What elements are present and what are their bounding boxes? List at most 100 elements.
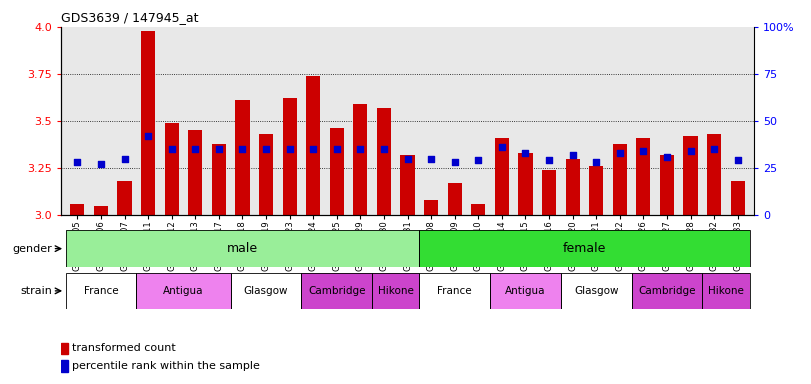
- Bar: [61, 360, 68, 372]
- Text: female: female: [563, 242, 606, 255]
- Point: [708, 146, 721, 152]
- Bar: [419, 230, 749, 267]
- Bar: [518, 153, 533, 215]
- Bar: [490, 273, 561, 309]
- Text: France: France: [437, 286, 472, 296]
- Text: Antigua: Antigua: [163, 286, 204, 296]
- Bar: [66, 273, 136, 309]
- Text: male: male: [227, 242, 258, 255]
- Bar: [471, 204, 485, 215]
- Point: [425, 156, 438, 162]
- Bar: [613, 144, 627, 215]
- Text: strain: strain: [20, 286, 52, 296]
- Point: [566, 152, 579, 158]
- Bar: [561, 273, 632, 309]
- Bar: [230, 273, 302, 309]
- Bar: [542, 170, 556, 215]
- Point: [212, 146, 225, 152]
- Point: [590, 159, 603, 166]
- Point: [401, 156, 414, 162]
- Point: [94, 161, 107, 167]
- Text: Cambridge: Cambridge: [638, 286, 696, 296]
- Point: [660, 154, 673, 160]
- Bar: [377, 108, 391, 215]
- Bar: [632, 273, 702, 309]
- Point: [377, 146, 390, 152]
- Bar: [212, 144, 226, 215]
- Point: [330, 146, 343, 152]
- Bar: [372, 273, 419, 309]
- Bar: [118, 181, 131, 215]
- Text: Glasgow: Glasgow: [574, 286, 619, 296]
- Point: [448, 159, 461, 166]
- Text: percentile rank within the sample: percentile rank within the sample: [72, 361, 260, 371]
- Text: France: France: [84, 286, 118, 296]
- Bar: [707, 134, 721, 215]
- Bar: [660, 155, 674, 215]
- Point: [307, 146, 320, 152]
- Text: Hikone: Hikone: [708, 286, 744, 296]
- Bar: [66, 273, 136, 309]
- Point: [732, 157, 744, 164]
- Bar: [561, 273, 632, 309]
- Bar: [71, 204, 84, 215]
- Point: [142, 133, 155, 139]
- Bar: [589, 166, 603, 215]
- Text: GDS3639 / 147945_at: GDS3639 / 147945_at: [61, 11, 199, 24]
- Point: [118, 156, 131, 162]
- Bar: [235, 100, 250, 215]
- Point: [637, 148, 650, 154]
- Point: [71, 159, 84, 166]
- Bar: [61, 343, 68, 354]
- Bar: [354, 104, 367, 215]
- Bar: [401, 155, 414, 215]
- Bar: [419, 273, 490, 309]
- Bar: [94, 206, 108, 215]
- Bar: [637, 138, 650, 215]
- Bar: [495, 138, 509, 215]
- Point: [613, 150, 626, 156]
- Point: [236, 146, 249, 152]
- Bar: [66, 230, 419, 267]
- Text: Cambridge: Cambridge: [308, 286, 366, 296]
- Bar: [702, 273, 749, 309]
- Point: [283, 146, 296, 152]
- Bar: [136, 273, 230, 309]
- Bar: [188, 130, 202, 215]
- Bar: [419, 230, 749, 267]
- Bar: [230, 273, 302, 309]
- Bar: [565, 159, 580, 215]
- Point: [189, 146, 202, 152]
- Text: Hikone: Hikone: [378, 286, 414, 296]
- Bar: [731, 181, 744, 215]
- Bar: [141, 31, 155, 215]
- Point: [165, 146, 178, 152]
- Bar: [684, 136, 697, 215]
- Bar: [302, 273, 372, 309]
- Point: [354, 146, 367, 152]
- Point: [260, 146, 272, 152]
- Bar: [282, 98, 297, 215]
- Bar: [632, 273, 702, 309]
- Bar: [372, 273, 419, 309]
- Bar: [424, 200, 438, 215]
- Bar: [330, 129, 344, 215]
- Point: [519, 150, 532, 156]
- Bar: [419, 273, 490, 309]
- Bar: [490, 273, 561, 309]
- Bar: [165, 123, 178, 215]
- Bar: [702, 273, 749, 309]
- Text: gender: gender: [12, 243, 52, 254]
- Point: [496, 144, 508, 151]
- Text: transformed count: transformed count: [72, 343, 176, 353]
- Point: [472, 157, 485, 164]
- Bar: [136, 273, 230, 309]
- Point: [543, 157, 556, 164]
- Bar: [302, 273, 372, 309]
- Bar: [448, 183, 461, 215]
- Text: Glasgow: Glasgow: [244, 286, 288, 296]
- Point: [684, 148, 697, 154]
- Bar: [306, 76, 320, 215]
- Text: Antigua: Antigua: [505, 286, 546, 296]
- Bar: [259, 134, 273, 215]
